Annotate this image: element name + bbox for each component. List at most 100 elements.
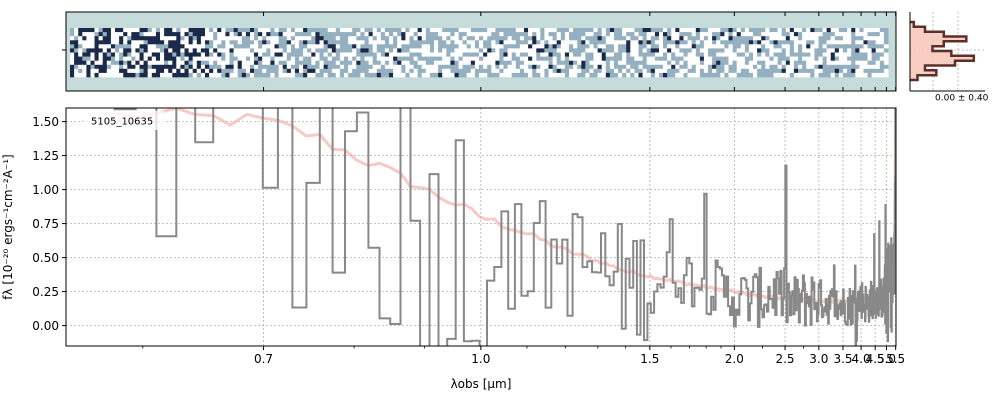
spectrum-2d-cell	[793, 40, 799, 45]
spectrum-2d-cell	[380, 32, 386, 37]
spectrum-2d-cell	[859, 40, 864, 45]
spectrum-2d-cell	[503, 68, 509, 74]
spectrum-2d-cells	[70, 28, 889, 78]
spectrum-2d-cell	[360, 40, 365, 45]
spectrum-2d-cell	[168, 44, 173, 49]
spectrum-2d-cell	[867, 36, 873, 41]
spectrum-2d-cell	[744, 28, 750, 33]
spectrum-2d-cell	[245, 32, 251, 37]
spectrum-2d-cell	[573, 52, 578, 57]
spectrum-2d-cell	[200, 52, 206, 57]
spectrum-2d-cell	[213, 64, 218, 70]
spectrum-2d-cell	[344, 32, 349, 37]
spectrum-2d-cell	[511, 32, 517, 37]
spectrum-2d-cell	[168, 60, 173, 66]
spectrum-2d-cell	[699, 64, 705, 70]
spectrum-2d-cell	[589, 28, 594, 33]
spectrum-2d-cell	[180, 64, 185, 70]
spectrum-2d-cell	[622, 72, 627, 78]
spectrum-2d-cell	[683, 56, 689, 61]
spectrum-2d-cell	[450, 72, 455, 78]
spectrum-2d-cell	[164, 28, 169, 33]
spectrum-2d-cell	[581, 64, 586, 70]
spectrum-2d-cell	[753, 56, 758, 61]
spectrum-2d-cell	[830, 40, 836, 45]
spectrum-2d-cell	[250, 52, 255, 57]
spectrum-2d-cell	[98, 32, 104, 37]
spectrum-2d-cell	[348, 52, 353, 57]
spectrum-2d-cell	[560, 60, 566, 66]
spectrum-2d-cell	[213, 72, 218, 78]
spectrum-2d-cell	[642, 40, 648, 45]
spectrum-2d-cell	[601, 44, 607, 49]
spectrum-2d-cell	[368, 44, 374, 49]
spectrum-2d-cell	[793, 32, 799, 37]
spectrum-2d-cell	[687, 28, 693, 33]
spectrum-2d-cell	[777, 72, 783, 78]
x-tick-label: 0.7	[254, 352, 273, 366]
spectrum-2d-cell	[556, 36, 562, 41]
spectrum-2d-cell	[720, 60, 725, 66]
spectrum-2d-cell	[200, 44, 206, 49]
spectrum-2d-cell	[634, 60, 639, 66]
spectrum-2d-cell	[213, 60, 218, 66]
spectrum-2d-cell	[847, 72, 852, 78]
spectrum-2d-cell	[544, 28, 549, 33]
spectrum-2d-cell	[748, 60, 754, 66]
spectrum-2d-cell	[123, 40, 128, 45]
spectrum-2d-cell	[855, 40, 860, 45]
spectrum-2d-cell	[90, 52, 96, 57]
spectrum-2d-cell	[524, 28, 529, 33]
spectrum-2d-cell	[757, 48, 762, 53]
spectrum-2d-cell	[470, 68, 476, 74]
spectrum-2d-cell	[450, 48, 455, 53]
spectrum-2d-cell	[573, 56, 578, 61]
spectrum-2d-cell	[569, 28, 574, 33]
spectrum-2d-cell	[135, 36, 140, 41]
spectrum-2d-cell	[327, 32, 333, 37]
spectrum-2d-cell	[589, 32, 594, 37]
spectrum-2d-cell	[875, 72, 881, 78]
spectrum-2d-cell	[765, 40, 770, 45]
spectrum-2d-cell	[303, 72, 308, 78]
spectrum-2d-cell	[556, 72, 562, 78]
spectrum-2d-cell	[434, 56, 439, 61]
spectrum-2d-cell	[483, 36, 488, 41]
spectrum-2d-cell	[671, 72, 676, 78]
spectrum-2d-cell	[499, 52, 504, 57]
spectrum-2d-cell	[160, 60, 165, 66]
spectrum-2d-cell	[618, 36, 623, 41]
spectrum-2d-cell	[646, 52, 652, 57]
spectrum-2d-cell	[233, 72, 239, 78]
spectrum-2d-cell	[838, 64, 844, 70]
spectrum-2d-cell	[229, 56, 235, 61]
spectrum-2d-cell	[323, 64, 329, 70]
spectrum-2d-cell	[102, 72, 108, 78]
spectrum-2d-cell	[708, 56, 713, 61]
spectrum-2d-cell	[106, 52, 112, 57]
spectrum-2d-cell	[164, 72, 169, 78]
spectrum-2d-cell	[241, 52, 247, 57]
spectrum-2d-cell	[356, 72, 361, 78]
spectrum-2d-cell	[785, 60, 791, 66]
spectrum-2d-cell	[225, 40, 230, 45]
spectrum-2d-cell	[781, 36, 787, 41]
spectrum-2d-cell	[748, 56, 754, 61]
spectrum-2d-cell	[344, 60, 349, 66]
spectrum-2d-cell	[634, 68, 639, 74]
spectrum-2d-cell	[605, 52, 611, 57]
spectrum-2d-cell	[614, 56, 619, 61]
spectrum-2d-cell	[180, 32, 185, 37]
spectrum-2d-cell	[250, 36, 255, 41]
spectrum-2d-cell	[675, 48, 680, 53]
spectrum-2d-cell	[446, 44, 451, 49]
spectrum-2d-cell	[556, 60, 562, 66]
spectrum-2d-cell	[217, 56, 222, 61]
spectrum-2d-cell	[123, 48, 128, 53]
spectrum-2d-cell	[560, 64, 566, 70]
spectrum-2d-cell	[470, 28, 476, 33]
spectrum-2d-cell	[241, 48, 247, 53]
spectrum-2d-cell	[401, 40, 406, 45]
spectrum-2d-cell	[806, 60, 811, 66]
spectrum-2d-cell	[597, 40, 603, 45]
